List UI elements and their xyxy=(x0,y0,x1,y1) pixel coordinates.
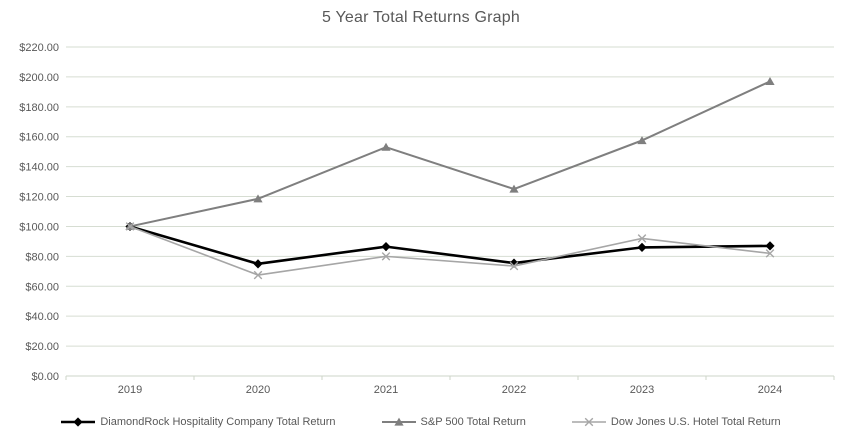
y-axis-tick-label: $140.00 xyxy=(19,162,59,174)
series-2-point-x-marker xyxy=(125,222,135,231)
series-2-point-x-marker xyxy=(381,252,391,261)
x-axis-tick-label: 2020 xyxy=(246,384,270,396)
x-axis-tick-label: 2019 xyxy=(118,384,142,396)
y-axis-tick-label: $60.00 xyxy=(25,281,59,293)
y-axis-tick-label: $200.00 xyxy=(19,72,59,84)
series-line-2 xyxy=(129,225,771,276)
legend: DiamondRock Hospitality Company Total Re… xyxy=(0,416,842,428)
series-1-point-triangle-marker xyxy=(253,194,263,203)
y-axis-tick-label: $80.00 xyxy=(25,251,59,263)
y-axis-tick-label: $40.00 xyxy=(25,311,59,323)
y-axis-tick-label: $160.00 xyxy=(19,132,59,144)
series-1-point-triangle-marker xyxy=(637,136,647,145)
legend-item-2: Dow Jones U.S. Hotel Total Return xyxy=(571,416,781,428)
y-axis-tick-label: $120.00 xyxy=(19,192,59,204)
series-0-point-diamond-marker xyxy=(253,259,263,269)
legend-label: Dow Jones U.S. Hotel Total Return xyxy=(610,416,781,428)
y-axis-tick-label: $0.00 xyxy=(31,371,59,383)
series-2-point-x-marker xyxy=(637,234,647,243)
legend-label: S&P 500 Total Return xyxy=(420,416,526,428)
series-2-point-x-marker xyxy=(253,270,263,280)
series-1-point-triangle-marker xyxy=(765,76,775,85)
series-0-point-diamond-marker xyxy=(637,242,647,252)
legend-item-0: DiamondRock Hospitality Company Total Re… xyxy=(61,416,336,428)
plot-area: $0.00 $20.00 $40.00 $60.00 $80.00 $100.00 $120… xyxy=(19,42,835,396)
x-axis-tick-label: 2022 xyxy=(502,384,526,396)
series-1-point-triangle-marker xyxy=(509,184,519,193)
x-legend-key-icon xyxy=(571,417,606,427)
series-0-point-diamond-marker xyxy=(509,258,519,268)
y-axis-tick-label: $20.00 xyxy=(25,341,59,353)
legend-label: DiamondRock Hospitality Company Total Re… xyxy=(100,416,336,428)
y-axis-tick-label: $180.00 xyxy=(19,102,59,114)
series-line-1 xyxy=(129,80,771,228)
x-axis-tick-label: 2024 xyxy=(758,384,782,396)
x-axis-tick-label: 2023 xyxy=(630,384,654,396)
series-line-0 xyxy=(128,225,772,266)
legend-item-1: S&P 500 Total Return xyxy=(381,416,526,428)
triangle-legend-key-icon xyxy=(381,417,416,426)
series-0-point-diamond-marker xyxy=(381,242,391,252)
series-2-point-x-marker xyxy=(765,249,775,258)
series-2-point-x-marker xyxy=(509,261,519,271)
series-0-point-diamond-marker xyxy=(765,241,775,251)
x-axis-tick-label: 2021 xyxy=(374,384,398,396)
diamond-legend-key-icon xyxy=(61,417,96,427)
y-axis-tick-label: $100.00 xyxy=(19,221,59,233)
series-1-point-triangle-marker xyxy=(381,142,391,151)
chart-title: 5 Year Total Returns Graph xyxy=(322,9,520,26)
y-axis-tick-label: $220.00 xyxy=(19,42,59,54)
